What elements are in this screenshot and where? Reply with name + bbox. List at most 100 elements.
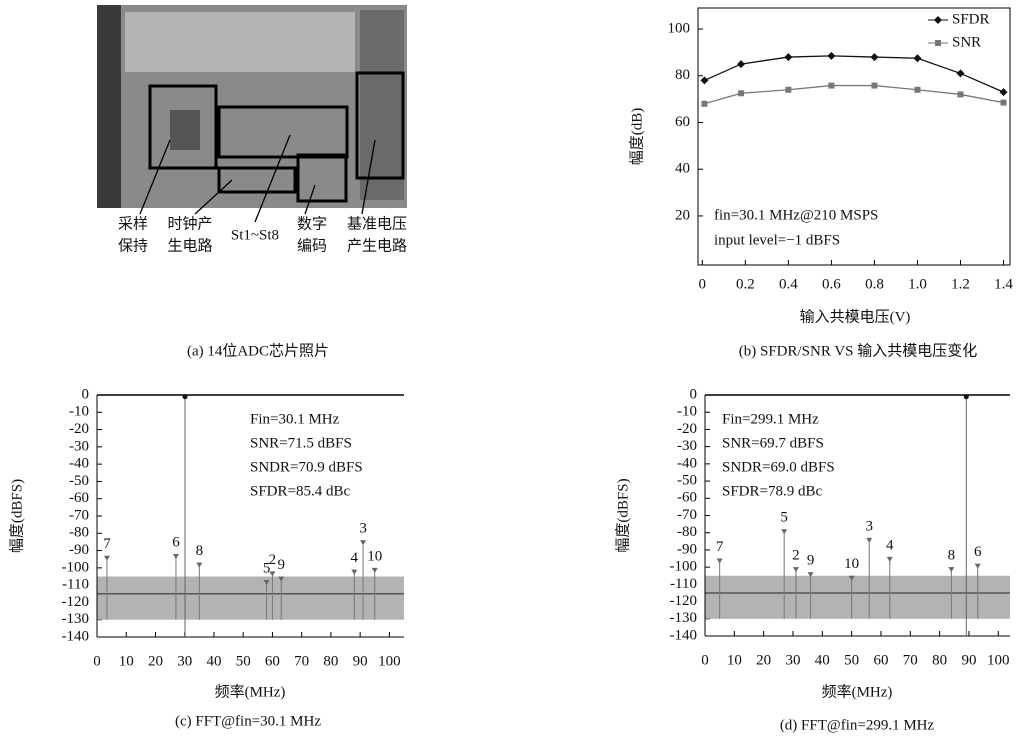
chip-area [170, 110, 200, 150]
annotation: Fin=30.1 MHz [250, 411, 340, 427]
photo-label: 保持 [118, 237, 148, 254]
x-tick-label: 30 [785, 652, 800, 668]
marker [914, 86, 921, 93]
y-tick-label: -60 [677, 490, 697, 506]
pointer [361, 139, 376, 215]
caption: (c) FFT@fin=30.1 MHz [175, 713, 321, 729]
pointer [139, 139, 171, 215]
caption: (d) FFT@fin=299.1 MHz [780, 717, 935, 733]
photo-label: 数字 [297, 215, 327, 232]
pointer [194, 179, 233, 215]
marker [956, 69, 965, 78]
y-tick-label: -110 [670, 576, 697, 592]
y-tick-label: -50 [69, 473, 89, 489]
legend-label: SNR [952, 34, 981, 50]
annotation: SNDR=69.0 dBFS [722, 459, 835, 475]
chip-photo: 采样 保持 时钟产 生电路 St1~St8 数字 编码 基准电压 产生电路 (a… [97, 5, 407, 359]
block-outline [355, 71, 405, 180]
x-tick-label: 60 [873, 652, 888, 668]
spur-marker [371, 567, 378, 573]
spur-label: 5 [263, 560, 271, 576]
x-tick-label: 80 [323, 653, 338, 669]
x-tick-label: 50 [236, 653, 251, 669]
spur-marker [351, 569, 358, 575]
x-tick-label: 0.8 [865, 276, 884, 292]
spur-marker [103, 555, 110, 561]
legend-label: SFDR [952, 11, 990, 27]
marker [827, 51, 836, 60]
x-tick-label: 20 [148, 653, 163, 669]
x-tick-label: 10 [119, 653, 134, 669]
x-tick-label: 60 [265, 653, 280, 669]
spur-label: 9 [277, 557, 285, 573]
photo-label: 生电路 [167, 237, 212, 254]
x-tick-label: 100 [987, 652, 1010, 668]
marker [701, 100, 708, 107]
y-tick-label: -140 [62, 628, 90, 644]
spur-label: 8 [948, 548, 956, 564]
x-tick-label: 30 [177, 653, 192, 669]
annotation: SNDR=70.9 dBFS [250, 459, 363, 475]
y-tick-label: -60 [69, 490, 89, 506]
y-tick-label: -100 [62, 559, 90, 575]
spur-marker [781, 529, 788, 535]
x-tick-label: 1.4 [994, 276, 1013, 292]
y-tick-label: -30 [677, 438, 697, 454]
x-axis-label: 输入共模电压(V) [800, 308, 911, 325]
spur-marker [278, 576, 285, 582]
spur-marker [866, 537, 873, 543]
marker [1000, 99, 1007, 106]
x-tick-label: 10 [727, 652, 742, 668]
marker [913, 54, 922, 63]
y-tick-label: -40 [69, 456, 89, 472]
spur-label: 6 [974, 544, 982, 560]
x-tick-label: 0.6 [822, 276, 841, 292]
y-tick-label: 100 [668, 20, 691, 36]
x-tick-label: 100 [378, 653, 401, 669]
x-tick-label: 0.2 [736, 276, 755, 292]
y-tick-label: -30 [69, 438, 89, 454]
marker [737, 60, 746, 69]
y-tick-label: -120 [670, 593, 698, 609]
caption: (a) 14位ADC芯片照片 [187, 342, 329, 359]
y-tick-label: 40 [675, 161, 690, 177]
y-tick-label: -100 [670, 559, 698, 575]
x-tick-label: 80 [932, 652, 947, 668]
spur-label: 2 [269, 552, 277, 568]
pointer [254, 134, 291, 223]
photo-label: St1~St8 [231, 227, 279, 243]
y-tick-label: -70 [69, 507, 89, 523]
block-outline [217, 166, 297, 194]
x-tick-label: 0.4 [779, 276, 798, 292]
annotation: fin=30.1 MHz@210 MSPS [714, 207, 878, 223]
y-tick-label: -90 [677, 541, 697, 557]
y-tick-label: -20 [69, 421, 89, 437]
annotation: input level=−1 dBFS [714, 232, 840, 248]
spur-label: 9 [807, 553, 815, 569]
spur-marker [263, 579, 270, 585]
y-tick-label: -20 [677, 421, 697, 437]
block-outline [148, 84, 218, 170]
y-tick-label: -40 [677, 455, 697, 471]
x-tick-label: 0 [701, 652, 709, 668]
x-tick-label: 0 [93, 653, 101, 669]
spur-marker [848, 575, 855, 581]
pointer-lines [139, 134, 376, 223]
x-tick-label: 90 [961, 652, 976, 668]
legend-marker [934, 16, 942, 24]
y-tick-label: -110 [62, 577, 89, 593]
y-tick-label: -80 [677, 524, 697, 540]
spur-label: 10 [844, 556, 859, 572]
noise-band [97, 576, 404, 620]
y-tick-label: -10 [677, 404, 697, 420]
legend-marker [935, 40, 941, 46]
spur-label: 2 [792, 548, 800, 564]
y-tick-label: -70 [677, 507, 697, 523]
x-tick-label: 40 [206, 653, 221, 669]
spur-marker [172, 554, 179, 560]
block-outline [217, 105, 349, 159]
y-tick-label: -80 [69, 525, 89, 541]
spur-label: 10 [367, 548, 382, 564]
spur-marker [716, 558, 723, 564]
